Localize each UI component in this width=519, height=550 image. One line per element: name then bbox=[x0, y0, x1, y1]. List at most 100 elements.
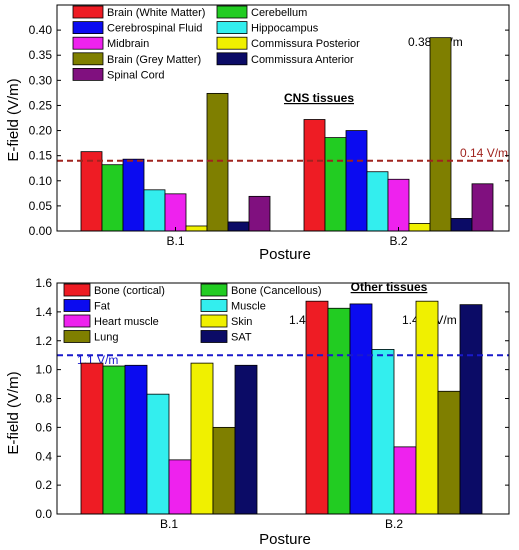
other-chart-panel: Other tissues E-field (V/m) Posture 1.1 … bbox=[5, 276, 510, 548]
cns-legend-label-5: Commissura Posterior bbox=[251, 38, 360, 50]
other-legend-label-3: Muscle bbox=[231, 301, 266, 313]
cns-legend-swatch-4 bbox=[72, 36, 104, 50]
cns-xtick-label-0: B.1 bbox=[166, 234, 184, 248]
other-bar-B1-6 bbox=[212, 426, 236, 515]
cns-ytick-label-2: 0.10 bbox=[29, 174, 53, 188]
other-bar-B2-1 bbox=[327, 307, 351, 515]
cns-legend-swatch-6 bbox=[72, 52, 104, 66]
cns-ytick-label-8: 0.40 bbox=[29, 23, 53, 37]
other-legend-label-6: Lung bbox=[94, 332, 118, 344]
cns-bar-B1-3 bbox=[143, 189, 166, 232]
cns-bar-B1-4 bbox=[164, 193, 187, 232]
other-ytick-label-7: 1.4 bbox=[35, 305, 52, 319]
other-chart-title: Other tissues bbox=[351, 280, 428, 294]
cns-bars bbox=[80, 37, 494, 232]
other-legend-swatch-4 bbox=[63, 314, 91, 328]
cns-legend-label-6: Brain (Grey Matter) bbox=[107, 54, 201, 66]
other-legend: Bone (cortical) Bone (Cancellous) Fat Muscl… bbox=[63, 283, 322, 344]
cns-bar-B1-8 bbox=[248, 195, 271, 232]
other-legend-label-1: Bone (Cancellous) bbox=[231, 285, 322, 297]
other-legend-label-7: SAT bbox=[231, 332, 252, 344]
cns-bar-B1-1 bbox=[101, 164, 124, 232]
cns-ytick-label-3: 0.15 bbox=[29, 149, 53, 163]
cns-bar-B2-3 bbox=[366, 171, 389, 232]
cns-legend-swatch-3 bbox=[216, 21, 248, 35]
other-ytick-label-0: 0.0 bbox=[35, 507, 52, 521]
cns-xtick-label-1: B.2 bbox=[389, 234, 407, 248]
cns-legend-label-2: Cerebrospinal Fluid bbox=[107, 23, 202, 35]
cns-legend-swatch-5 bbox=[216, 36, 248, 50]
other-bar-B1-5 bbox=[190, 362, 214, 515]
other-bar-B2-3 bbox=[371, 349, 395, 515]
other-ytick-label-4: 0.8 bbox=[35, 392, 52, 406]
other-xtick-label-0: B.1 bbox=[160, 517, 178, 531]
cns-ytick-label-0: 0.00 bbox=[29, 224, 53, 238]
other-ytick-label-3: 0.6 bbox=[35, 420, 52, 434]
cns-bar-B2-6 bbox=[429, 37, 452, 232]
cns-bar-B2-7 bbox=[450, 218, 473, 232]
other-bar-B1-4 bbox=[168, 459, 192, 515]
other-ytick-label-8: 1.6 bbox=[35, 276, 52, 290]
cns-ytick-label-7: 0.35 bbox=[29, 48, 53, 62]
other-legend-label-4: Heart muscle bbox=[94, 316, 159, 328]
other-bar-B1-7 bbox=[234, 364, 258, 515]
other-bar-B2-5 bbox=[415, 300, 439, 515]
other-legend-swatch-3 bbox=[200, 299, 228, 312]
cns-bar-B2-1 bbox=[324, 137, 347, 232]
other-legend-swatch-5 bbox=[200, 314, 228, 328]
cns-bar-B1-2 bbox=[122, 158, 145, 232]
cns-x-axis-label: Posture bbox=[259, 246, 311, 263]
cns-bar-B1-6 bbox=[206, 92, 229, 232]
other-legend-swatch-2 bbox=[63, 299, 91, 312]
other-legend-label-2: Fat bbox=[94, 301, 110, 313]
cns-ytick-label-5: 0.25 bbox=[29, 98, 53, 112]
cns-chart-panel: CNS tissues E-field (V/m) Posture 0.14 V… bbox=[5, 4, 510, 263]
cns-bar-B2-5 bbox=[408, 223, 431, 232]
other-bar-B1-2 bbox=[124, 364, 148, 515]
other-bar-B2-2 bbox=[349, 303, 373, 515]
cns-legend-label-4: Midbrain bbox=[107, 38, 149, 50]
other-legend-swatch-7 bbox=[200, 330, 228, 343]
cns-ytick-label-1: 0.05 bbox=[29, 199, 53, 213]
other-legend-swatch-0 bbox=[63, 283, 91, 297]
cns-chart-title: CNS tissues bbox=[284, 91, 354, 105]
other-legend-label-0: Bone (cortical) bbox=[94, 285, 165, 297]
cns-legend-label-7: Commissura Anterior bbox=[251, 54, 354, 66]
cns-bar-B2-4 bbox=[387, 178, 410, 232]
cns-ytick-label-6: 0.30 bbox=[29, 73, 53, 87]
cns-plot-frame bbox=[56, 4, 510, 232]
other-x-axis-label: Posture bbox=[259, 531, 311, 548]
other-bar-B1-0 bbox=[80, 362, 104, 515]
cns-bar-B1-7 bbox=[227, 221, 250, 232]
other-bar-B1-1 bbox=[102, 365, 126, 515]
other-bar-B1-3 bbox=[146, 393, 170, 515]
cns-y-axis-label: E-field (V/m) bbox=[5, 78, 22, 161]
other-ytick-label-6: 1.2 bbox=[35, 334, 52, 348]
other-y-axis-label: E-field (V/m) bbox=[5, 371, 22, 454]
cns-bar-B2-8 bbox=[471, 183, 494, 232]
cns-legend-swatch-8 bbox=[72, 68, 104, 81]
other-bar-B2-7 bbox=[459, 304, 483, 515]
cns-bar-B1-0 bbox=[80, 151, 103, 232]
other-bar-B2-6 bbox=[437, 390, 461, 515]
other-bar-B2-0 bbox=[305, 300, 329, 515]
other-legend-swatch-1 bbox=[200, 283, 228, 297]
cns-legend: Brain (White Matter) Cerebellum Cerebrospi… bbox=[72, 5, 360, 81]
cns-legend-label-1: Cerebellum bbox=[251, 7, 307, 19]
cns-legend-label-0: Brain (White Matter) bbox=[107, 7, 205, 19]
other-legend-swatch-6 bbox=[63, 330, 91, 343]
cns-legend-label-3: Hippocampus bbox=[251, 23, 319, 35]
cns-ytick-label-4: 0.20 bbox=[29, 124, 53, 138]
other-ytick-label-5: 1.0 bbox=[35, 363, 52, 377]
cns-threshold-label: 0.14 V/m bbox=[460, 146, 508, 160]
cns-legend-swatch-1 bbox=[216, 5, 248, 19]
cns-legend-swatch-7 bbox=[216, 52, 248, 66]
other-legend-label-5: Skin bbox=[231, 316, 252, 328]
cns-legend-swatch-2 bbox=[72, 21, 104, 35]
cns-legend-label-8: Spinal Cord bbox=[107, 69, 164, 81]
cns-bar-B2-2 bbox=[345, 130, 368, 232]
other-ytick-label-2: 0.4 bbox=[35, 449, 52, 463]
other-ytick-label-1: 0.2 bbox=[35, 478, 52, 492]
cns-bar-B2-0 bbox=[303, 119, 326, 232]
